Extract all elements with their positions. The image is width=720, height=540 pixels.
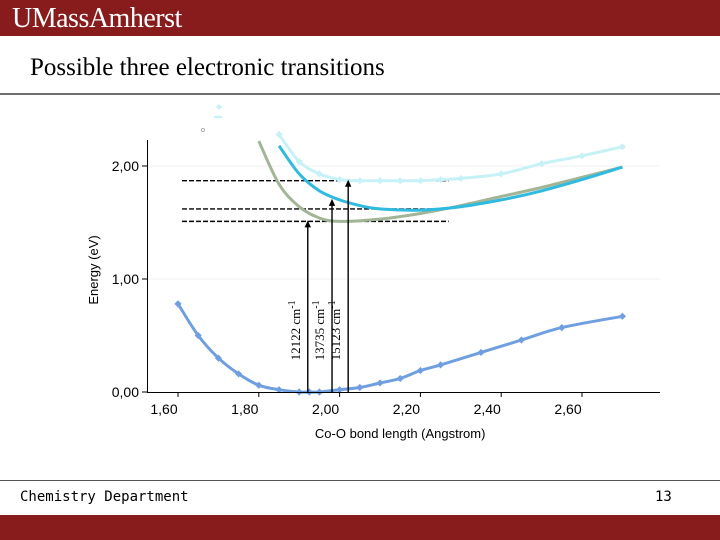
series-excited-state-3 — [275, 130, 626, 185]
title-divider — [0, 93, 720, 95]
x-tick-label: 2,20 — [393, 401, 420, 417]
data-point — [517, 336, 525, 344]
x-axis-title: Co-O bond length (Angstrom) — [315, 426, 486, 441]
data-point — [235, 370, 243, 378]
transition-label: 15123 cm-1 — [327, 300, 343, 360]
legend-remnant-icon — [201, 104, 222, 132]
series-line — [277, 133, 623, 183]
data-point — [396, 177, 404, 185]
transition-arrowhead-icon — [344, 179, 352, 187]
data-point — [578, 152, 586, 160]
transition-label: 12122 cm-1 — [287, 300, 303, 360]
footer-divider — [0, 480, 720, 481]
data-point — [396, 374, 404, 383]
data-point — [295, 157, 303, 166]
footer-bar — [0, 515, 720, 540]
transition-arrowhead-icon — [304, 220, 311, 228]
data-point — [416, 177, 424, 185]
data-point — [275, 386, 283, 394]
data-point — [618, 143, 626, 151]
series-excited-state-1 — [257, 140, 623, 223]
data-point — [336, 175, 344, 184]
data-point — [174, 300, 182, 308]
series-line — [257, 140, 623, 223]
data-point — [416, 366, 424, 375]
series-excited-state-2 — [277, 144, 623, 212]
x-tick-label: 2,60 — [554, 401, 581, 417]
data-point — [497, 170, 505, 178]
y-tick-label: 2,00 — [112, 158, 139, 174]
x-tick-label: 2,40 — [474, 401, 501, 417]
data-point — [376, 177, 384, 185]
page-number: 13 — [655, 489, 672, 505]
data-point — [538, 160, 546, 168]
transition-label: 13735 cm-1 — [311, 300, 327, 360]
data-point — [275, 130, 283, 138]
transition-arrowhead-icon — [328, 198, 336, 206]
header-bar: UMassAmherst — [0, 0, 720, 36]
y-axis-title: Energy (eV) — [86, 235, 101, 304]
series-line — [277, 144, 623, 212]
data-point — [356, 177, 364, 185]
data-point — [356, 383, 364, 392]
x-tick-label: 1,60 — [150, 401, 177, 417]
y-tick-label: 1,00 — [112, 271, 139, 287]
data-point — [214, 354, 222, 362]
data-point — [315, 170, 323, 178]
data-point — [618, 312, 626, 320]
legend-diamond-icon — [216, 104, 222, 110]
data-point — [255, 381, 263, 389]
footer-department: Chemistry Department — [20, 489, 189, 505]
x-tick-label: 1,80 — [231, 401, 258, 417]
umass-amherst-logo: UMassAmherst — [12, 3, 182, 34]
data-point — [437, 361, 445, 369]
data-point — [477, 348, 485, 357]
series-ground-state — [174, 300, 626, 396]
x-tick-label: 2,00 — [312, 401, 339, 417]
data-point — [194, 331, 202, 340]
slide-title: Possible three electronic transitions — [30, 54, 385, 81]
data-point — [457, 174, 465, 183]
data-point — [376, 379, 384, 387]
legend-dot-icon — [201, 128, 205, 132]
y-tick-label: 0,00 — [112, 384, 139, 400]
data-point — [336, 386, 344, 394]
data-point — [558, 323, 566, 332]
data-point — [437, 175, 445, 184]
